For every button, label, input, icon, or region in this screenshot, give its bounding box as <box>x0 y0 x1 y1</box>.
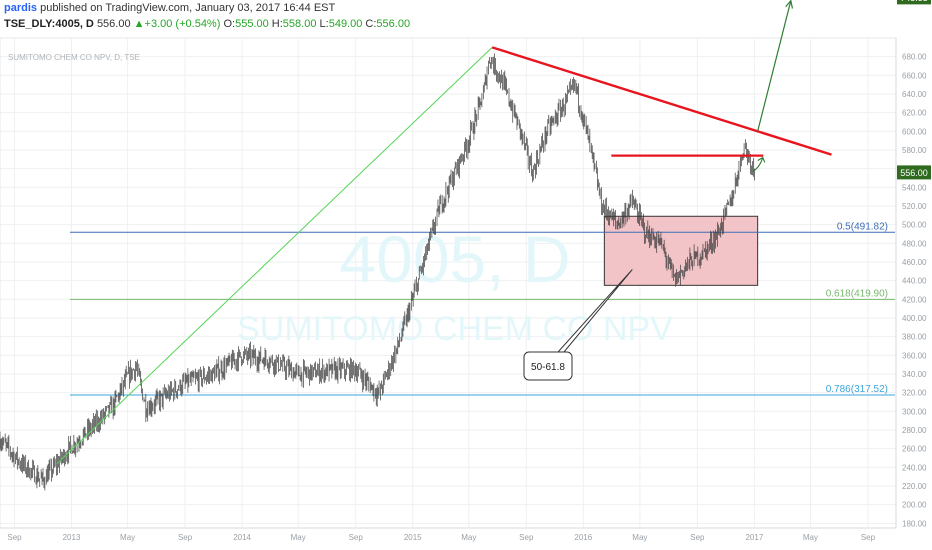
watermark: 4005, D SUMITOMO CHEM CO NPV <box>237 222 673 348</box>
y-tick-label: 520.00 <box>902 202 927 211</box>
x-tick-label: May <box>120 533 135 542</box>
x-tick-label: Sep <box>349 533 364 542</box>
callout-box <box>523 351 573 381</box>
y-tick-label: 340.00 <box>902 370 927 379</box>
uptrend-line <box>56 46 493 464</box>
target-arrow-head <box>785 0 794 9</box>
target-price-badge-bg <box>897 0 931 5</box>
y-tick-label: 200.00 <box>902 501 927 510</box>
last-price: 556.00 <box>96 18 131 30</box>
low-label: L: <box>319 18 329 30</box>
downtrend-line <box>491 46 832 156</box>
bounce-arrow <box>752 157 764 172</box>
open-label: O: <box>223 18 236 30</box>
y-tick-label: 580.00 <box>902 146 927 155</box>
x-tick-label: May <box>803 533 818 542</box>
y-tick-label: 280.00 <box>902 426 927 435</box>
fib-label: 0.786(317.52) <box>826 384 888 395</box>
open-value: 555.00 <box>235 18 269 30</box>
up-arrow-icon: ▲ <box>133 18 145 30</box>
x-tick-label: 2016 <box>574 533 592 542</box>
y-tick-label: 260.00 <box>902 445 927 454</box>
published-text: published on TradingView.com, January 03… <box>40 2 336 14</box>
callout[interactable]: 50-61.8 <box>523 269 633 381</box>
x-tick-label: Sep <box>861 533 876 542</box>
current-price-badge: 556.00 <box>900 168 928 178</box>
y-tick-label: 320.00 <box>902 389 927 398</box>
target-arrow <box>757 0 792 132</box>
y-tick-label: 460.00 <box>902 258 927 267</box>
x-tick-label: Sep <box>519 533 534 542</box>
target-price-badge: 743.53 <box>900 0 928 3</box>
x-tick-label: 2015 <box>404 533 422 542</box>
current-price-badge-bg <box>897 165 931 180</box>
instrument-label: SUMITOMO CHEM CO NPV, D, TSE <box>8 53 140 62</box>
low-value: 549.00 <box>328 18 363 30</box>
callout-text: 50-61.8 <box>531 362 565 373</box>
y-tick-label: 300.00 <box>902 407 927 416</box>
y-tick-label: 640.00 <box>902 90 927 99</box>
x-tick-label: Sep <box>690 533 705 542</box>
y-tick-label: 660.00 <box>902 71 927 80</box>
y-tick-label: 620.00 <box>902 109 927 118</box>
x-tick-label: 2017 <box>745 533 763 542</box>
x-tick-label: 2013 <box>63 533 81 542</box>
x-tick-label: 2014 <box>233 533 251 542</box>
fib-label: 0.618(419.90) <box>826 288 888 299</box>
fib-zone[interactable] <box>603 215 759 286</box>
change-value: +3.00 (+0.54%) <box>144 18 221 30</box>
x-tick-label: May <box>291 533 306 542</box>
high-label: H: <box>271 18 283 30</box>
y-tick-label: 360.00 <box>902 351 927 360</box>
fib-zone-rect <box>603 215 759 286</box>
y-tick-label: 480.00 <box>902 239 927 248</box>
x-tick-label: Sep <box>178 533 193 542</box>
y-tick-label: 180.00 <box>902 519 927 528</box>
bounce-arrow-head <box>757 156 766 163</box>
watermark-name: SUMITOMO CHEM CO NPV <box>237 310 673 348</box>
y-tick-label: 380.00 <box>902 333 927 342</box>
fib-label: 0.5(491.82) <box>837 221 888 232</box>
watermark-symbol: 4005, D <box>339 222 570 296</box>
y-tick-label: 600.00 <box>902 127 927 136</box>
candles <box>0 53 755 491</box>
fib-levels[interactable]: 0.5(491.82) 0.618(419.90) 0.786(317.52) <box>70 221 895 396</box>
y-tick-label: 400.00 <box>902 314 927 323</box>
y-tick-label: 240.00 <box>902 463 927 472</box>
chart-header: pardis published on TradingView.com, Jan… <box>4 0 924 34</box>
y-tick-label: 680.00 <box>902 53 927 62</box>
y-tick-label: 440.00 <box>902 277 927 286</box>
drawings[interactable] <box>56 0 896 464</box>
x-tick-label: Sep <box>7 533 22 542</box>
y-tick-label: 420.00 <box>902 295 927 304</box>
y-tick-label: 540.00 <box>902 183 927 192</box>
close-value: 556.00 <box>376 18 411 30</box>
ohlc-line: TSE_DLY:4005, D 556.00 ▲+3.00 (+0.54%) O… <box>4 16 924 32</box>
y-tick-label: 220.00 <box>902 482 927 491</box>
y-tick-label: 500.00 <box>902 221 927 230</box>
high-value: 558.00 <box>282 18 317 30</box>
x-tick-label: May <box>632 533 647 542</box>
publish-line: pardis published on TradingView.com, Jan… <box>4 0 924 16</box>
close-label: C: <box>365 18 377 30</box>
author-link[interactable]: pardis <box>4 2 38 14</box>
symbol-label: TSE_DLY:4005, D <box>4 18 94 30</box>
x-tick-label: May <box>461 533 476 542</box>
